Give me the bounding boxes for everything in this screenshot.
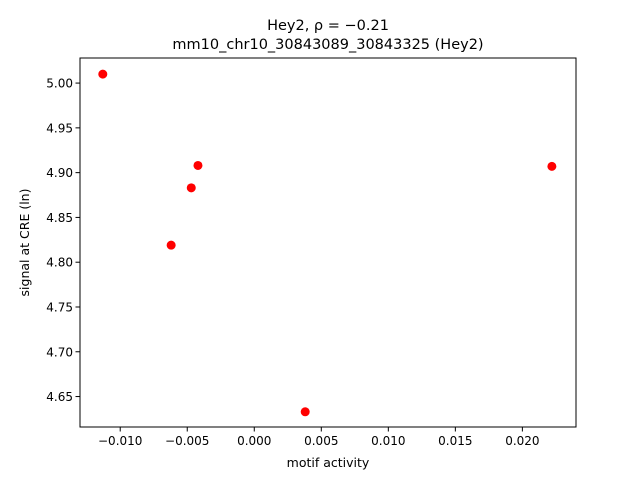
scatter-point bbox=[300, 407, 310, 417]
scatter-point bbox=[547, 161, 557, 171]
x-tick-label: 0.010 bbox=[371, 434, 405, 448]
y-tick-label: 4.80 bbox=[46, 256, 73, 270]
x-axis-label: motif activity bbox=[287, 455, 370, 470]
x-tick-label: 0.000 bbox=[237, 434, 271, 448]
chart-title-line2: mm10_chr10_30843089_30843325 (Hey2) bbox=[172, 37, 483, 53]
scatter-point bbox=[186, 183, 196, 193]
chart-title-line1: Hey2, ρ = −0.21 bbox=[267, 18, 389, 34]
axes-frame bbox=[79, 57, 577, 428]
y-axis-label: signal at CRE (ln) bbox=[17, 189, 32, 297]
x-axis: −0.010 −0.005 0.000 0.005 0.010 0.015 0.020 bbox=[98, 427, 540, 448]
x-tick-label: 0.015 bbox=[438, 434, 472, 448]
y-tick-label: 4.85 bbox=[46, 211, 73, 225]
y-tick-label: 4.75 bbox=[46, 300, 73, 314]
y-tick-label: 4.90 bbox=[46, 166, 73, 180]
scatter-point bbox=[166, 240, 176, 250]
y-axis: 4.65 4.70 4.75 4.80 4.85 4.90 4.95 5.00 bbox=[46, 77, 80, 404]
y-tick-label: 4.95 bbox=[46, 121, 73, 135]
scatter-point bbox=[193, 160, 203, 170]
y-tick-label: 4.65 bbox=[46, 390, 73, 404]
scatter-point bbox=[98, 69, 108, 79]
x-tick-label: −0.010 bbox=[98, 434, 142, 448]
y-tick-label: 5.00 bbox=[46, 77, 73, 91]
x-tick-label: −0.005 bbox=[165, 434, 209, 448]
y-tick-label: 4.70 bbox=[46, 345, 73, 359]
x-tick-label: 0.020 bbox=[505, 434, 539, 448]
x-tick-label: 0.005 bbox=[304, 434, 338, 448]
plot-area bbox=[98, 69, 557, 417]
